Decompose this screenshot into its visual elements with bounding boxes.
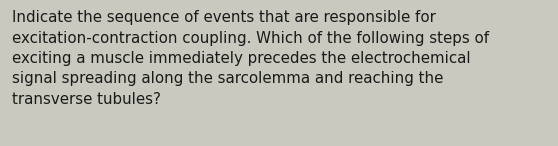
- Text: Indicate the sequence of events that are responsible for
excitation-contraction : Indicate the sequence of events that are…: [12, 10, 489, 107]
